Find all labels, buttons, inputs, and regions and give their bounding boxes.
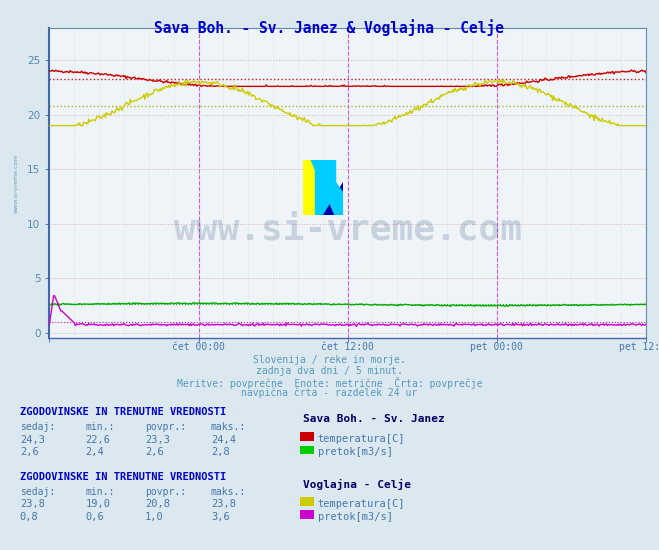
Polygon shape <box>323 182 343 214</box>
Text: 2,4: 2,4 <box>86 447 104 457</box>
Text: pet 12:00: pet 12:00 <box>619 342 659 352</box>
Text: 0,8: 0,8 <box>20 512 38 522</box>
Text: www.si-vreme.com: www.si-vreme.com <box>173 212 522 246</box>
Text: 23,8: 23,8 <box>211 499 236 509</box>
Text: Voglajna - Celje: Voglajna - Celje <box>303 478 411 490</box>
Text: ZGODOVINSKE IN TRENUTNE VREDNOSTI: ZGODOVINSKE IN TRENUTNE VREDNOSTI <box>20 407 226 417</box>
Bar <box>315 160 335 215</box>
Text: povpr.:: povpr.: <box>145 422 186 432</box>
Text: 19,0: 19,0 <box>86 499 111 509</box>
Text: 1,0: 1,0 <box>145 512 163 522</box>
Text: 24,4: 24,4 <box>211 434 236 444</box>
Text: Slovenija / reke in morje.: Slovenija / reke in morje. <box>253 355 406 365</box>
Text: 22,6: 22,6 <box>86 434 111 444</box>
Text: 2,8: 2,8 <box>211 447 229 457</box>
Text: povpr.:: povpr.: <box>145 487 186 497</box>
Text: temperatura[C]: temperatura[C] <box>318 499 405 509</box>
Text: Sava Boh. - Sv. Janez: Sava Boh. - Sv. Janez <box>303 414 445 424</box>
Text: 23,8: 23,8 <box>20 499 45 509</box>
Text: 2,6: 2,6 <box>145 447 163 457</box>
Text: min.:: min.: <box>86 422 115 432</box>
Text: sedaj:: sedaj: <box>20 422 55 432</box>
Text: pet 00:00: pet 00:00 <box>471 342 523 352</box>
Text: www.si-vreme.com: www.si-vreme.com <box>14 153 19 213</box>
Text: maks.:: maks.: <box>211 422 246 432</box>
Text: Sava Boh. - Sv. Janez & Voglajna - Celje: Sava Boh. - Sv. Janez & Voglajna - Celje <box>154 19 505 36</box>
Text: pretok[m3/s]: pretok[m3/s] <box>318 512 393 522</box>
Text: sedaj:: sedaj: <box>20 487 55 497</box>
Text: čet 12:00: čet 12:00 <box>321 342 374 352</box>
Text: 2,6: 2,6 <box>20 447 38 457</box>
Polygon shape <box>311 160 343 215</box>
Text: 0,6: 0,6 <box>86 512 104 522</box>
Text: maks.:: maks.: <box>211 487 246 497</box>
Text: navpična črta - razdelek 24 ur: navpična črta - razdelek 24 ur <box>241 388 418 398</box>
Text: 23,3: 23,3 <box>145 434 170 444</box>
Text: Meritve: povprečne  Enote: metrične  Črta: povprečje: Meritve: povprečne Enote: metrične Črta:… <box>177 377 482 389</box>
Text: min.:: min.: <box>86 487 115 497</box>
Text: ZGODOVINSKE IN TRENUTNE VREDNOSTI: ZGODOVINSKE IN TRENUTNE VREDNOSTI <box>20 472 226 482</box>
Text: 24,3: 24,3 <box>20 434 45 444</box>
Text: čet 00:00: čet 00:00 <box>172 342 225 352</box>
Text: temperatura[C]: temperatura[C] <box>318 434 405 444</box>
Bar <box>303 160 323 215</box>
Text: 3,6: 3,6 <box>211 512 229 522</box>
Text: zadnja dva dni / 5 minut.: zadnja dva dni / 5 minut. <box>256 366 403 376</box>
Text: pretok[m3/s]: pretok[m3/s] <box>318 447 393 457</box>
Text: 20,8: 20,8 <box>145 499 170 509</box>
